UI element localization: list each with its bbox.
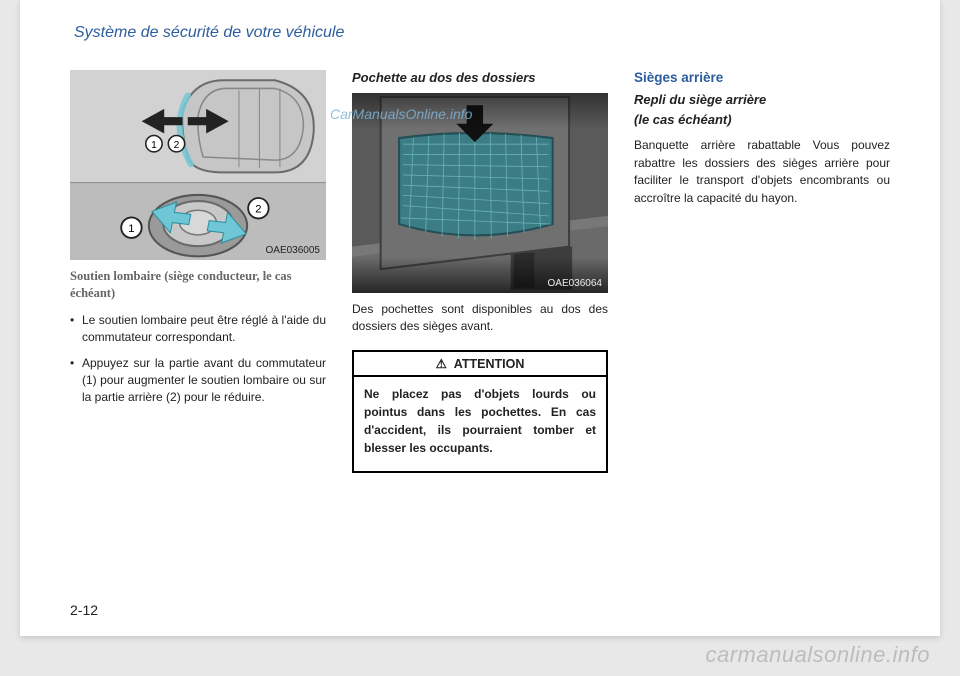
lumbar-illustration: 1 2 1 2 [70, 70, 326, 260]
svg-text:1: 1 [151, 140, 157, 151]
figure-id-2: OAE036064 [548, 278, 603, 289]
rear-seats-sub2: (le cas échéant) [634, 111, 890, 129]
pocket-body: Des pochettes sont disponibles au dos de… [352, 301, 608, 336]
bullet-1: Le soutien lombaire peut être réglé à l'… [70, 312, 326, 347]
lumbar-bullets: Le soutien lombaire peut être réglé à l'… [70, 312, 326, 407]
figure-id-1: OAE036005 [266, 245, 321, 256]
content-columns: 1 2 1 2 O [70, 70, 890, 473]
page-number: 2-12 [70, 602, 98, 618]
bullet-2: Appuyez sur la partie avant du commutate… [70, 355, 326, 407]
manual-page: Système de sécurité de votre véhicule Ca… [20, 0, 940, 636]
pocket-illustration [352, 93, 608, 293]
column-3: Sièges arrière Repli du siège arrière (l… [634, 70, 890, 473]
column-2: Pochette au dos des dossiers [352, 70, 608, 473]
chapter-title: Système de sécurité de votre véhicule [74, 24, 890, 42]
attention-box: ⚠ ATTENTION Ne placez pas d'objets lourd… [352, 350, 608, 473]
watermark-bottom: carmanualsonline.info [705, 642, 930, 668]
svg-text:2: 2 [174, 140, 180, 151]
watermark-top: CarManualsOnline.info [330, 106, 472, 122]
attention-body: Ne placez pas d'objets lourds ou pointus… [354, 377, 606, 471]
figure-pocket: OAE036064 [352, 93, 608, 293]
column-1: 1 2 1 2 O [70, 70, 326, 473]
rear-seats-sub1: Repli du siège arrière [634, 91, 890, 109]
pocket-heading: Pochette au dos des dossiers [352, 70, 608, 85]
rear-seats-body: Banquette arrière rabattable Vous pouvez… [634, 137, 890, 207]
lumbar-caption: Soutien lombaire (siège conducteur, le c… [70, 268, 326, 302]
attention-heading: ⚠ ATTENTION [354, 352, 606, 377]
figure-lumbar: 1 2 1 2 O [70, 70, 326, 260]
warning-icon: ⚠ [436, 357, 447, 371]
svg-text:1: 1 [128, 223, 134, 235]
rear-seats-heading: Sièges arrière [634, 70, 890, 85]
svg-text:2: 2 [255, 203, 261, 215]
attention-label: ATTENTION [454, 357, 525, 371]
